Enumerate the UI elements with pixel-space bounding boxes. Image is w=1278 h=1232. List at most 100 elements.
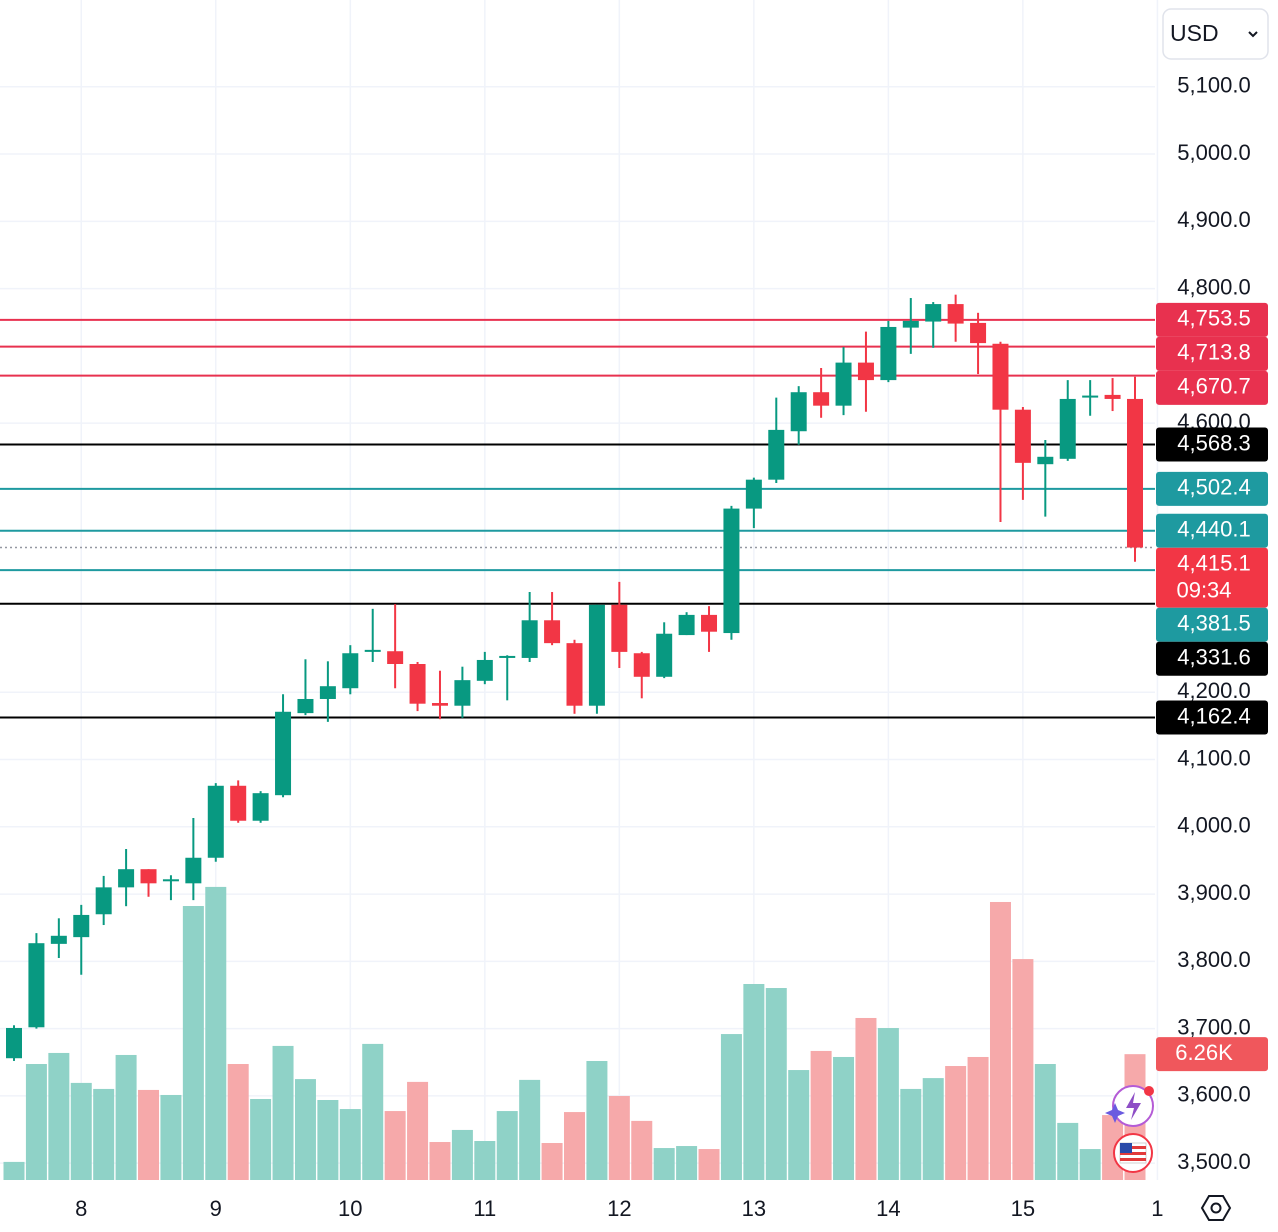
price-label-box [1156,336,1268,371]
candle-body [1037,456,1054,465]
volume-bar [743,984,765,1180]
candle-body [140,869,157,884]
y-tick-label: 3,700.0 [1177,1014,1250,1039]
volume-layer [3,886,1146,1180]
settings-hex[interactable] [1200,1195,1232,1221]
volume-bar [250,1098,272,1180]
volume-bar [339,1109,361,1180]
candle-body [431,703,448,706]
y-tick-label: 3,600.0 [1177,1082,1250,1107]
volume-bar [138,1089,160,1180]
price-label-box [1156,370,1268,405]
price-label: 4,670.7 [1177,374,1250,399]
settings-icon[interactable] [1200,1195,1232,1221]
chevron-icon [1248,31,1258,38]
price-label: 4,568.3 [1177,430,1250,455]
candle-body [73,914,90,938]
volume-bar [70,1082,92,1180]
volume-label: 6.26K [1175,1040,1233,1065]
volume-bar [541,1143,563,1180]
y-tick-label: 4,800.0 [1177,274,1250,299]
price-label: 4,415.1 [1177,551,1250,576]
x-tick-label: 9 [210,1196,222,1221]
volume-bar [496,1111,518,1180]
volume-bar [833,1056,855,1180]
assistant-icon[interactable] [1105,1085,1154,1127]
candle-body [947,304,964,324]
flag-stripe [1120,1158,1146,1161]
candle-body [970,322,987,344]
currency-button[interactable] [1162,8,1269,60]
volume-bar [362,1043,384,1180]
candle-body [319,686,336,699]
y-tick-label: 3,500.0 [1177,1149,1250,1174]
candle-body [275,711,292,796]
candle-body [835,362,852,406]
price-label-box [1156,471,1268,506]
badge [1144,1086,1154,1096]
price-label-box [1156,607,1268,642]
volume-bar [1057,1122,1079,1180]
volume-bar [945,1066,967,1180]
volume-bar [1079,1149,1101,1180]
candle-body [387,651,404,665]
volume-bar [900,1088,922,1180]
y-tick-label: 4,900.0 [1177,207,1250,232]
candle-body [992,343,1009,410]
price-label-box [1156,547,1268,608]
price-label: 4,381.5 [1177,611,1250,636]
candle-body [723,508,740,634]
flag-stripe [1120,1152,1146,1155]
candle-body [588,604,605,706]
price-label: 4,331.6 [1177,645,1250,670]
candle-layer [6,294,1143,1061]
price-label: 4,753.5 [1177,306,1250,331]
price-label-box [1156,513,1268,548]
volume-bar [227,1064,249,1180]
currency-selector[interactable]: USD [1162,8,1269,60]
candle-body [476,659,493,681]
flag-canton [1120,1143,1132,1153]
candle-body [118,869,135,888]
candle-body [678,614,695,636]
volume-bar [698,1149,720,1180]
y-tick-label: 3,900.0 [1177,880,1250,905]
volume-bar [586,1060,608,1180]
bolt [1126,1092,1141,1120]
candle-body [50,935,67,944]
candle-body [1059,398,1076,459]
candle-body [1104,394,1121,399]
calendar-flag-icon[interactable] [1113,1133,1153,1173]
x-tick-label: 11 [473,1196,496,1221]
price-label-box [1156,427,1268,462]
candle-body [162,879,179,882]
y-tick-label: 5,000.0 [1177,140,1250,165]
candle-body [28,943,45,1028]
currency-label: USD [1170,20,1219,46]
volume-bar [429,1142,451,1180]
volume-bar [922,1078,944,1180]
volume-bar [451,1129,473,1180]
price-axis: 3,500.0 3,600.0 3,700.0 3,800.0 3,900.0 4,000… [1177,73,1250,1174]
sparkle [1105,1103,1125,1123]
x-tick-label: 15 [1011,1196,1035,1221]
volume-bar [810,1050,832,1180]
y-tick-label: 5,100.0 [1177,73,1250,98]
countdown-label: 09:34 [1176,578,1231,603]
volume-label-box [1156,1037,1268,1072]
candle-body [454,680,471,706]
volume-bar [855,1017,877,1180]
x-tick-label: 14 [876,1196,900,1221]
x-tick-label: 12 [607,1196,631,1221]
volume-bar [25,1064,47,1180]
candle-body [925,304,942,322]
volume-bar [272,1045,294,1180]
candle-body [813,392,830,406]
time-axis: 8 9 10 11 12 13 14 15 1 [75,1196,1163,1221]
y-tick-label: 4,100.0 [1177,745,1250,770]
volume-bar [765,988,787,1180]
candle-body [230,785,247,821]
volume-bar [720,1034,742,1180]
candle-body [745,479,762,509]
